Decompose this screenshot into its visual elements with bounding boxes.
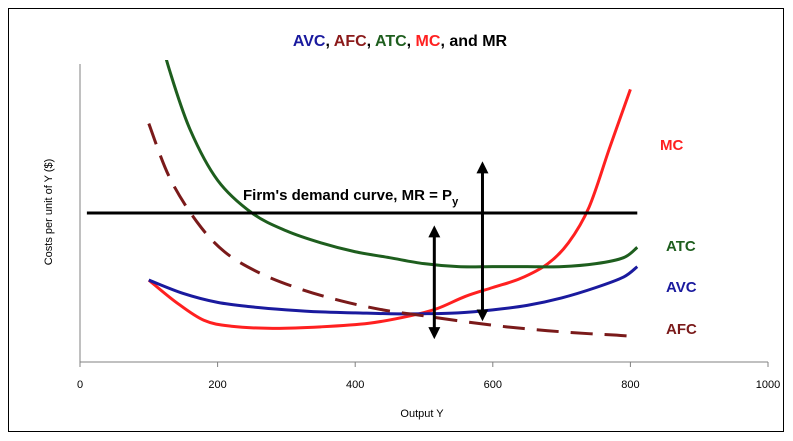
afc-curve <box>147 123 638 339</box>
x-tick-label: 0 <box>77 379 83 391</box>
mc-curve <box>147 88 632 330</box>
x-tick-label: 600 <box>484 379 502 391</box>
label-avc: AVC <box>666 279 697 296</box>
title-part-7: , and MR <box>440 33 507 50</box>
avc-curve <box>148 265 639 316</box>
x-tick-label: 800 <box>621 379 639 391</box>
atc-curve <box>164 60 639 269</box>
x-tick-label: 1000 <box>756 379 780 391</box>
x-tick-label: 400 <box>346 379 364 391</box>
curve-labels: MC ATC AVC AFC <box>660 137 697 338</box>
plot-area <box>79 60 768 363</box>
x-axis-label: Output Y <box>400 408 444 420</box>
annotation: Firm's demand curve, MR = Py <box>243 161 489 340</box>
label-mc: MC <box>660 137 683 154</box>
chart-title: AVC, AFC, ATC, MC, and MR <box>293 33 508 50</box>
title-part-0: AVC <box>293 33 326 50</box>
x-tick-label: 200 <box>208 379 226 391</box>
title-part-5: , <box>407 33 416 50</box>
x-axis-ticks: 0 200 400 600 800 1000 <box>77 362 780 391</box>
chart-frame <box>8 8 784 432</box>
demand-curve-label: Firm's demand curve, MR = Py <box>243 187 459 208</box>
title-part-6: MC <box>416 33 441 50</box>
y-axis-label: Costs per unit of Y ($) <box>43 159 55 266</box>
title-part-3: , <box>367 33 375 50</box>
label-atc: ATC <box>666 238 696 255</box>
demand-curve-label-sub: y <box>452 196 459 208</box>
title-part-2: AFC <box>334 33 367 50</box>
title-part-1: , <box>325 33 333 50</box>
title-part-4: ATC <box>375 33 407 50</box>
label-afc: AFC <box>666 321 697 338</box>
demand-curve-label-main: Firm's demand curve, MR = P <box>243 187 452 204</box>
